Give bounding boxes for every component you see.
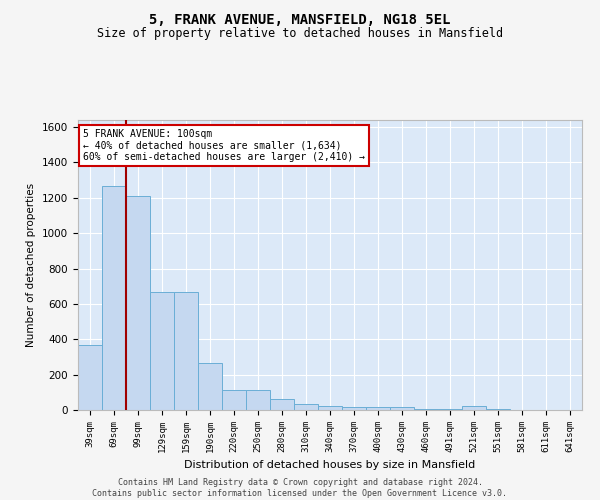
Bar xyxy=(246,390,270,410)
Y-axis label: Number of detached properties: Number of detached properties xyxy=(26,183,37,347)
Bar xyxy=(342,408,366,410)
Bar xyxy=(150,292,174,410)
X-axis label: Distribution of detached houses by size in Mansfield: Distribution of detached houses by size … xyxy=(184,460,476,470)
Text: Size of property relative to detached houses in Mansfield: Size of property relative to detached ho… xyxy=(97,28,503,40)
Bar xyxy=(78,344,102,410)
Bar xyxy=(294,404,318,410)
Bar xyxy=(270,400,294,410)
Bar xyxy=(222,390,246,410)
Bar xyxy=(462,406,486,410)
Text: Contains HM Land Registry data © Crown copyright and database right 2024.
Contai: Contains HM Land Registry data © Crown c… xyxy=(92,478,508,498)
Text: 5, FRANK AVENUE, MANSFIELD, NG18 5EL: 5, FRANK AVENUE, MANSFIELD, NG18 5EL xyxy=(149,12,451,26)
Bar xyxy=(390,408,414,410)
Bar xyxy=(486,409,510,410)
Bar xyxy=(198,363,222,410)
Bar xyxy=(438,409,462,410)
Bar xyxy=(102,186,126,410)
Bar xyxy=(318,406,342,410)
Bar xyxy=(414,409,438,410)
Bar xyxy=(174,292,198,410)
Bar xyxy=(366,408,390,410)
Text: 5 FRANK AVENUE: 100sqm
← 40% of detached houses are smaller (1,634)
60% of semi-: 5 FRANK AVENUE: 100sqm ← 40% of detached… xyxy=(83,128,365,162)
Bar xyxy=(126,196,150,410)
